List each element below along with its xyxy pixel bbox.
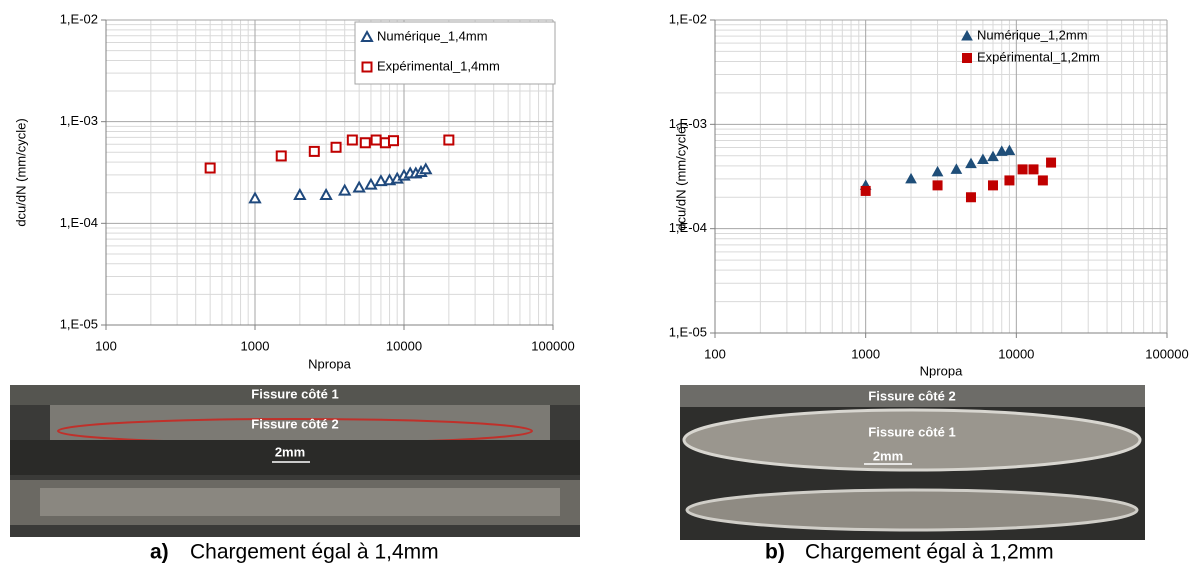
- x-axis-label: Npropa: [308, 356, 351, 371]
- point: [338, 183, 352, 196]
- point: [204, 162, 216, 174]
- legend-frame: [354, 21, 556, 85]
- y-tick-label: 1,E-02: [60, 11, 98, 26]
- point: [1004, 175, 1015, 186]
- point: [932, 180, 943, 191]
- y-tick-label: 1,E-03: [669, 116, 707, 131]
- point: [905, 172, 917, 184]
- x-tick-label: 100: [704, 346, 726, 361]
- panel-label: b): [765, 541, 785, 564]
- photo-label: Fissure côté 1: [868, 424, 955, 439]
- y-tick-label: 1,E-04: [669, 220, 707, 235]
- photo-label: 2mm: [873, 448, 903, 463]
- point: [987, 180, 998, 191]
- x-tick-label: 1000: [241, 338, 270, 353]
- legend-label: Expérimental_1,2mm: [977, 49, 1100, 64]
- point: [1017, 164, 1028, 175]
- legend-label: Expérimental_1,4mm: [377, 58, 500, 73]
- point: [293, 187, 307, 200]
- point: [965, 157, 977, 169]
- point: [1003, 144, 1016, 156]
- legend-marker: [961, 29, 973, 41]
- panel-caption: Chargement égal à 1,2mm: [805, 541, 1054, 564]
- legend-marker: [360, 29, 374, 42]
- point: [987, 150, 999, 162]
- point: [977, 153, 989, 165]
- x-tick-label: 100000: [531, 338, 574, 353]
- point: [860, 185, 871, 196]
- x-tick-label: 100000: [1145, 346, 1188, 361]
- point: [419, 162, 433, 175]
- point: [950, 163, 963, 174]
- point: [364, 177, 378, 190]
- photo-label: Fissure côté 2: [868, 388, 955, 403]
- legend-label: Numérique_1,4mm: [377, 28, 488, 43]
- y-axis-label: dcu/dN (mm/cycle): [13, 118, 28, 226]
- panel-label: a): [150, 541, 169, 564]
- point: [319, 187, 333, 200]
- y-axis-label: dcu/dN (mm/cycle): [673, 122, 688, 230]
- y-tick-label: 1,E-03: [60, 113, 98, 128]
- point: [1037, 175, 1048, 186]
- photo-b: [680, 385, 1145, 540]
- point: [1046, 157, 1057, 168]
- photo-label: Fissure côté 1: [251, 386, 338, 401]
- point: [931, 165, 944, 177]
- point: [308, 145, 320, 157]
- photo-label: 2mm: [275, 444, 305, 459]
- x-tick-label: 10000: [998, 346, 1034, 361]
- x-tick-label: 100: [95, 338, 117, 353]
- x-tick-label: 1000: [851, 346, 880, 361]
- point: [443, 134, 455, 146]
- x-axis-label: Npropa: [920, 363, 963, 378]
- y-tick-label: 1,E-05: [669, 324, 707, 339]
- point: [359, 137, 371, 149]
- point: [1028, 164, 1039, 175]
- panel-caption: Chargement égal à 1,4mm: [190, 541, 439, 564]
- legend-marker: [962, 53, 972, 63]
- y-tick-label: 1,E-04: [60, 215, 98, 230]
- photo-label: Fissure côté 2: [251, 416, 338, 431]
- y-tick-label: 1,E-05: [60, 316, 98, 331]
- point: [387, 135, 399, 147]
- point: [352, 180, 366, 193]
- point: [995, 145, 1008, 156]
- point: [370, 134, 382, 146]
- y-tick-label: 1,E-02: [669, 11, 707, 26]
- point: [965, 192, 976, 203]
- legend-label: Numérique_1,2mm: [977, 27, 1088, 42]
- legend-marker: [361, 61, 373, 73]
- point: [330, 141, 342, 153]
- point: [374, 174, 388, 187]
- point: [248, 191, 262, 204]
- point: [275, 150, 287, 162]
- point: [346, 134, 358, 146]
- photo-a: [10, 385, 580, 537]
- x-tick-label: 10000: [386, 338, 422, 353]
